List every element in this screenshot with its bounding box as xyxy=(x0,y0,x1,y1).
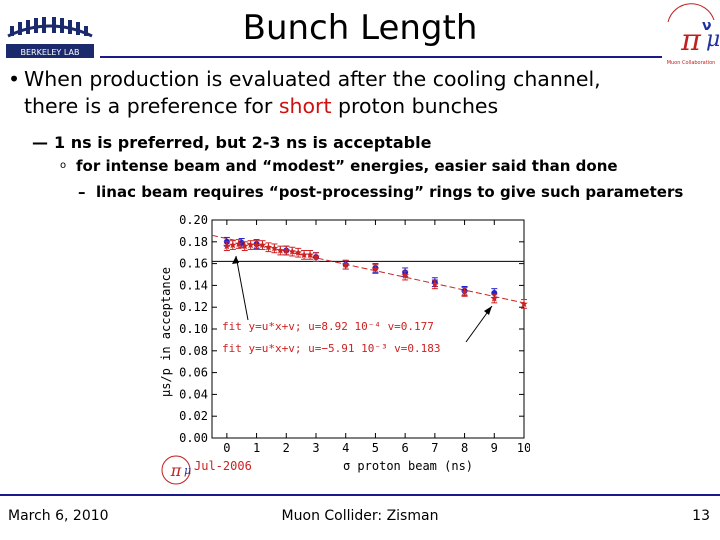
x-tick-label: 6 xyxy=(402,441,409,455)
data-point-star xyxy=(264,243,273,251)
data-point-star xyxy=(294,248,302,256)
page-number: 13 xyxy=(692,508,710,524)
plot-svg: 0.00 0.02 0.04 0.06 0.08 0.10 0.12 0.14 0.16 0.18… xyxy=(158,208,530,490)
subsubsub-dash: – xyxy=(78,183,86,201)
x-tick-label: 5 xyxy=(372,441,379,455)
data-point-star xyxy=(306,250,314,259)
footer-date: March 6, 2010 xyxy=(8,508,109,524)
data-point-star xyxy=(276,246,285,254)
svg-text:π: π xyxy=(680,23,702,58)
x-tick-label: 9 xyxy=(491,441,498,455)
highlight-short: short xyxy=(278,94,332,118)
collaboration-stamp: π μ xyxy=(161,455,191,485)
muon-collaboration-logo: π μ ν Muon Collaboration xyxy=(662,0,720,70)
y-tick-label: 0.16 xyxy=(179,257,208,271)
y-tick-label: 0.14 xyxy=(179,278,208,292)
data-point-star xyxy=(246,241,255,249)
data-point-star xyxy=(520,299,528,308)
data-point-star xyxy=(401,271,409,279)
data-point-star xyxy=(270,244,279,252)
fit-line-red xyxy=(211,234,525,304)
y-tick-label: 0.20 xyxy=(179,213,208,227)
y-tick-label: 0.00 xyxy=(179,431,208,445)
y-tick-label: 0.18 xyxy=(179,235,208,249)
data-point-star xyxy=(234,240,243,248)
subbullet-dash: — xyxy=(32,133,48,152)
subsubsubbullet-linac: linac beam requires “post-processing” ri… xyxy=(96,183,684,201)
acceptance-plot: 0.00 0.02 0.04 0.06 0.08 0.10 0.12 0.14 0.16 0.18… xyxy=(158,208,530,490)
fit-label-blue: fit y=u*x+v; u=8.92 10⁻⁴ v=0.177 xyxy=(222,320,434,333)
data-point-star xyxy=(300,250,308,259)
svg-text:μ: μ xyxy=(706,27,720,52)
slide-title: Bunch Length xyxy=(242,8,478,48)
data-point-star xyxy=(460,287,469,296)
x-tick-label: 10 xyxy=(517,441,530,455)
svg-text:π: π xyxy=(170,461,182,480)
y-tick-label: 0.06 xyxy=(179,366,208,380)
data-point-star xyxy=(431,280,439,288)
y-tick-label: 0.08 xyxy=(179,344,208,358)
y-tick-label: 0.12 xyxy=(179,300,208,314)
data-point-star xyxy=(229,241,237,249)
data-point-star xyxy=(282,246,291,254)
x-tick-label: 0 xyxy=(223,441,230,455)
bullet-production: When production is evaluated after the c… xyxy=(24,66,674,120)
data-point-star xyxy=(240,242,249,250)
y-tick-label: 0.10 xyxy=(179,322,208,336)
x-tick-label: 4 xyxy=(342,441,349,455)
fit-arrow-blue xyxy=(232,255,249,321)
subsubbullet-intense: for intense beam and “modest” energies, … xyxy=(76,157,618,175)
bullet-line2: there is a preference for xyxy=(24,94,279,118)
data-point-star xyxy=(371,265,380,273)
data-point-star xyxy=(288,247,296,255)
x-tick-label: 7 xyxy=(431,441,438,455)
subbullet-preferred: 1 ns is preferred, but 2-3 ns is accepta… xyxy=(54,133,432,152)
y-tick-label: 0.04 xyxy=(179,387,208,401)
data-point-star xyxy=(258,241,267,249)
fit-arrow-red xyxy=(465,305,493,343)
svg-text:BERKELEY LAB: BERKELEY LAB xyxy=(21,48,80,57)
title-divider xyxy=(100,56,662,58)
data-point-star xyxy=(341,260,350,268)
x-tick-label: 8 xyxy=(461,441,468,455)
svg-text:μ: μ xyxy=(184,464,191,477)
y-tick-label: 0.02 xyxy=(179,409,208,423)
bullet-marker: • xyxy=(8,67,21,91)
subsub-marker: o xyxy=(60,160,67,171)
x-tick-label: 3 xyxy=(312,441,319,455)
x-tick-label: 2 xyxy=(283,441,290,455)
bullet-line1: When production is evaluated after the c… xyxy=(24,67,601,91)
date-stamp: Jul-2006 xyxy=(194,459,252,473)
footer-title: Muon Collider: Zisman xyxy=(281,508,439,524)
x-axis-label: σ proton beam (ns) xyxy=(343,459,473,473)
x-tick-label: 1 xyxy=(253,441,260,455)
data-point-star xyxy=(223,242,231,250)
bullet-line2-end: proton bunches xyxy=(331,94,499,118)
svg-text:Muon Collaboration: Muon Collaboration xyxy=(667,60,716,66)
y-axis-label: μs/p in acceptance xyxy=(159,267,173,397)
footer-divider xyxy=(0,494,720,496)
data-point-star xyxy=(312,253,320,261)
svg-text:ν: ν xyxy=(702,18,712,34)
data-point-star xyxy=(252,241,261,249)
data-point-star xyxy=(490,294,499,302)
berkeley-lab-logo: BERKELEY LAB xyxy=(2,2,98,62)
fit-label-red: fit y=u*x+v; u=−5.91 10⁻³ v=0.183 xyxy=(222,342,441,355)
